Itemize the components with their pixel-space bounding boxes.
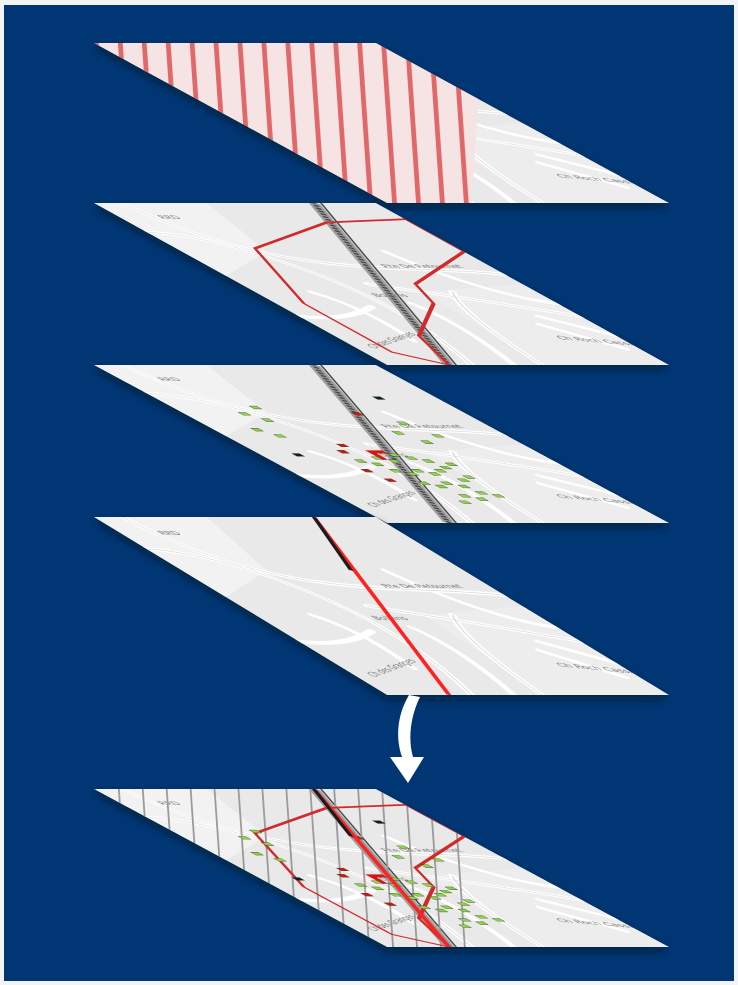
affected-building-marker xyxy=(335,867,350,872)
building-marker xyxy=(462,899,476,903)
dark-building-marker xyxy=(291,453,306,457)
building-marker xyxy=(431,858,445,862)
building-marker xyxy=(434,484,449,489)
building-marker xyxy=(410,469,425,473)
building-marker xyxy=(396,421,411,425)
building-marker xyxy=(273,434,287,438)
building-marker xyxy=(421,459,436,463)
building-marker xyxy=(405,472,420,476)
building-marker xyxy=(237,836,252,840)
large-red-building xyxy=(365,874,389,884)
map-label-rrd: RRD xyxy=(155,377,185,383)
building-marker xyxy=(434,908,449,913)
building-marker xyxy=(474,921,489,925)
street-label-east: Rte De Retournet xyxy=(379,584,467,590)
building-marker xyxy=(250,852,264,856)
building-marker xyxy=(444,886,459,890)
building-marker xyxy=(410,893,425,897)
building-marker xyxy=(491,918,506,922)
building-marker xyxy=(248,405,263,410)
map-label-rrd: RRD xyxy=(155,215,185,221)
building-marker xyxy=(370,462,385,466)
map-label-rrd: RRD xyxy=(155,530,185,536)
building-marker xyxy=(438,465,453,470)
building-marker xyxy=(248,829,263,834)
building-marker xyxy=(260,842,275,846)
building-marker xyxy=(444,462,459,466)
building-marker xyxy=(273,858,287,862)
building-marker xyxy=(353,883,368,887)
building-marker xyxy=(433,893,448,897)
building-marker xyxy=(456,478,471,482)
building-marker xyxy=(417,905,432,909)
building-marker xyxy=(396,845,411,849)
affected-building-marker xyxy=(336,450,351,454)
affected-building-marker xyxy=(335,443,350,448)
building-marker xyxy=(421,883,436,887)
dark-building-marker xyxy=(291,877,306,881)
building-marker xyxy=(420,864,434,868)
building-marker xyxy=(438,889,453,894)
street-label-mid: Bollens xyxy=(369,293,412,299)
building-marker xyxy=(431,434,445,438)
street-label-east: Rte De Retournet xyxy=(378,264,467,270)
building-marker xyxy=(250,428,264,432)
dark-building-marker xyxy=(371,820,386,824)
building-marker xyxy=(458,924,472,928)
building-marker xyxy=(457,908,471,913)
building-marker xyxy=(458,500,472,504)
building-marker xyxy=(474,497,489,501)
street-label-east: Rte De Retournet xyxy=(378,424,467,430)
building-marker xyxy=(428,472,442,476)
building-marker xyxy=(457,918,472,922)
building-marker xyxy=(391,855,406,859)
affected-building-marker xyxy=(383,902,398,906)
building-marker xyxy=(456,902,471,906)
building-marker xyxy=(370,886,385,890)
building-marker xyxy=(391,431,406,435)
building-marker xyxy=(457,484,471,489)
down-arrow-icon xyxy=(390,695,424,783)
building-marker xyxy=(428,896,442,900)
building-marker xyxy=(404,456,419,460)
building-marker xyxy=(491,494,506,498)
building-marker xyxy=(387,453,401,457)
building-marker xyxy=(439,905,454,909)
building-marker xyxy=(433,469,448,473)
building-marker xyxy=(474,915,489,919)
affected-building-marker xyxy=(336,874,351,878)
street-label-mid: Bollens xyxy=(369,453,412,459)
dark-building-marker xyxy=(371,396,386,400)
building-marker xyxy=(387,459,402,463)
building-marker xyxy=(237,412,252,416)
affected-building-marker xyxy=(350,412,365,416)
building-marker xyxy=(457,494,472,498)
building-marker xyxy=(462,475,476,479)
building-marker xyxy=(388,469,403,473)
building-marker xyxy=(420,440,434,444)
large-red-building xyxy=(365,450,389,460)
building-marker xyxy=(388,893,403,897)
affected-building-marker xyxy=(383,478,398,482)
affected-building-marker xyxy=(360,469,374,473)
building-marker xyxy=(439,481,454,485)
building-marker xyxy=(260,418,275,422)
building-marker xyxy=(474,491,489,495)
affected-building-marker xyxy=(360,893,374,897)
building-marker xyxy=(404,880,419,884)
building-marker xyxy=(353,459,368,463)
building-marker xyxy=(417,481,432,485)
